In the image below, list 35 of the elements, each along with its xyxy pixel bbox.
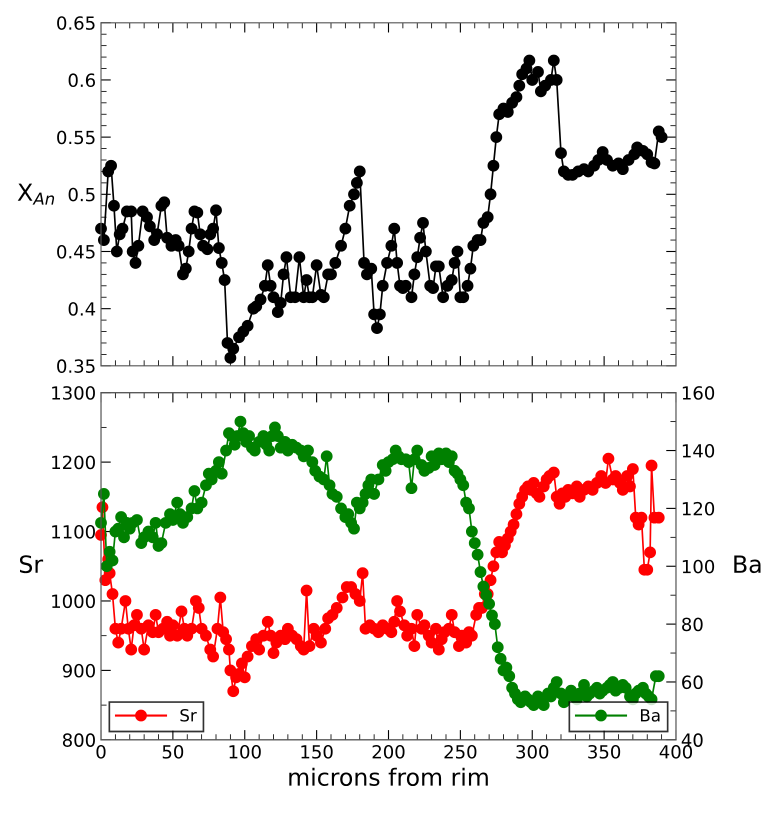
x-tick-label: 150: [301, 745, 333, 759]
y-tick-label: 1100: [52, 525, 95, 539]
y-tick-label: 0.55: [57, 130, 95, 144]
y-tick-label: 0.65: [57, 16, 95, 30]
y-tick-label: 800: [62, 733, 95, 747]
legend-label: Ba: [640, 709, 660, 722]
y-tick-label: 0.6: [68, 73, 96, 88]
x-tick-label: 400: [660, 745, 692, 759]
y-tick-label: 900: [62, 664, 95, 678]
y2-axis-title: Ba: [734, 556, 761, 574]
x-tick-label: 200: [372, 745, 405, 759]
y2-tick-label: 60: [682, 675, 703, 690]
x-tick-label: 350: [588, 745, 620, 759]
y-tick-label: 0.5: [68, 188, 95, 202]
x-tick-label: 50: [162, 745, 184, 759]
y2-tick-label: 160: [682, 386, 714, 400]
y2-tick-label: 80: [682, 618, 703, 632]
y-tick-label: 1300: [52, 386, 95, 400]
y-tick-label: 0.35: [57, 359, 95, 373]
y-tick-label: 0.45: [57, 244, 95, 259]
y2-tick-label: 40: [682, 733, 703, 747]
y-tick-label: 0.4: [68, 302, 96, 316]
y-tick-label: 1000: [52, 594, 95, 608]
y-axis-title: Sr: [20, 555, 44, 574]
y-tick-label: 1200: [52, 456, 95, 470]
x-tick-label: 300: [516, 745, 548, 759]
y-axis-title: X$_{An}$: [18, 184, 54, 205]
x-tick-label: 100: [230, 745, 261, 759]
x-tick-label: 250: [444, 745, 476, 759]
y2-tick-label: 120: [682, 502, 714, 516]
y2-tick-label: 140: [682, 444, 714, 458]
x-tick-label: 0: [96, 745, 106, 759]
x-axis-title: microns from rim: [289, 768, 488, 786]
legend-label: Sr: [180, 708, 197, 722]
y2-tick-label: 100: [682, 560, 714, 574]
